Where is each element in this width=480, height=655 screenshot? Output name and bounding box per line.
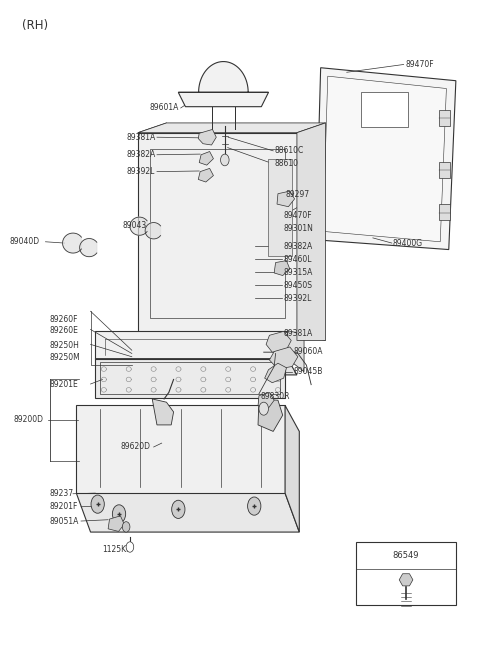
Text: 89460L: 89460L bbox=[284, 255, 312, 264]
Text: 89470F: 89470F bbox=[284, 212, 312, 220]
Circle shape bbox=[259, 402, 268, 415]
Polygon shape bbox=[62, 233, 82, 253]
Polygon shape bbox=[138, 123, 325, 133]
Text: 88610C: 88610C bbox=[274, 146, 303, 155]
Text: 89201F: 89201F bbox=[49, 502, 78, 512]
Polygon shape bbox=[274, 261, 290, 276]
Polygon shape bbox=[198, 130, 216, 145]
Bar bbox=[150, 149, 285, 318]
Circle shape bbox=[112, 505, 126, 523]
Text: 89470F: 89470F bbox=[405, 60, 434, 69]
Polygon shape bbox=[152, 399, 174, 425]
Bar bbox=[268, 159, 292, 256]
Polygon shape bbox=[266, 331, 291, 352]
Polygon shape bbox=[297, 123, 325, 341]
Polygon shape bbox=[96, 359, 285, 398]
Text: 89201E: 89201E bbox=[49, 379, 78, 388]
Text: 89043: 89043 bbox=[122, 221, 146, 230]
Bar bbox=[356, 542, 456, 605]
Polygon shape bbox=[80, 238, 97, 257]
Text: 89260E: 89260E bbox=[49, 326, 78, 335]
Text: 89601A: 89601A bbox=[150, 103, 179, 113]
Text: 89237: 89237 bbox=[49, 489, 73, 498]
Text: (RH): (RH) bbox=[22, 19, 48, 32]
Text: 89830R: 89830R bbox=[261, 392, 290, 402]
Polygon shape bbox=[277, 191, 295, 207]
Polygon shape bbox=[76, 405, 285, 493]
Text: 89045B: 89045B bbox=[293, 367, 323, 376]
Text: 89315A: 89315A bbox=[284, 268, 313, 277]
Circle shape bbox=[220, 154, 229, 166]
Polygon shape bbox=[258, 399, 283, 432]
Polygon shape bbox=[285, 405, 300, 532]
Polygon shape bbox=[96, 359, 297, 375]
Circle shape bbox=[122, 521, 130, 532]
Text: 89382A: 89382A bbox=[126, 150, 156, 159]
Polygon shape bbox=[179, 92, 268, 107]
Text: 89381A: 89381A bbox=[126, 133, 156, 141]
Text: 89297: 89297 bbox=[285, 190, 309, 199]
Polygon shape bbox=[145, 223, 161, 239]
Text: 89250H: 89250H bbox=[49, 341, 79, 350]
Text: 89400G: 89400G bbox=[393, 238, 423, 248]
Polygon shape bbox=[130, 217, 147, 235]
Polygon shape bbox=[179, 62, 268, 92]
Polygon shape bbox=[323, 76, 446, 242]
Polygon shape bbox=[439, 162, 450, 178]
Polygon shape bbox=[258, 392, 274, 408]
Polygon shape bbox=[288, 331, 304, 371]
Polygon shape bbox=[399, 574, 413, 586]
Text: 89382A: 89382A bbox=[284, 242, 313, 251]
Polygon shape bbox=[76, 493, 300, 532]
Polygon shape bbox=[269, 347, 298, 369]
Text: 86549: 86549 bbox=[393, 552, 420, 560]
Text: 89620D: 89620D bbox=[120, 443, 150, 451]
Circle shape bbox=[172, 500, 185, 519]
Bar bbox=[361, 92, 408, 128]
Text: 89260F: 89260F bbox=[49, 314, 78, 324]
Polygon shape bbox=[198, 168, 214, 182]
Polygon shape bbox=[439, 110, 450, 126]
Circle shape bbox=[248, 497, 261, 515]
Polygon shape bbox=[108, 516, 124, 531]
Polygon shape bbox=[138, 133, 297, 334]
Polygon shape bbox=[439, 204, 450, 220]
Text: 89060A: 89060A bbox=[293, 347, 323, 356]
Circle shape bbox=[91, 495, 104, 514]
Text: 89051A: 89051A bbox=[49, 517, 79, 525]
Text: 88610: 88610 bbox=[274, 159, 298, 168]
Text: 89392L: 89392L bbox=[126, 167, 155, 176]
Polygon shape bbox=[96, 331, 288, 359]
Polygon shape bbox=[316, 67, 456, 250]
Polygon shape bbox=[264, 364, 287, 383]
Text: 89301N: 89301N bbox=[284, 224, 313, 233]
Text: 89450S: 89450S bbox=[284, 281, 312, 290]
Text: 89392L: 89392L bbox=[284, 294, 312, 303]
Text: 89250M: 89250M bbox=[49, 353, 80, 362]
Circle shape bbox=[126, 542, 134, 552]
Text: 1125KH: 1125KH bbox=[102, 545, 132, 554]
Text: 89381A: 89381A bbox=[284, 329, 313, 339]
Text: 89200D: 89200D bbox=[13, 415, 43, 424]
Text: 89040D: 89040D bbox=[10, 237, 40, 246]
Polygon shape bbox=[199, 151, 214, 165]
Bar bbox=[100, 362, 280, 394]
